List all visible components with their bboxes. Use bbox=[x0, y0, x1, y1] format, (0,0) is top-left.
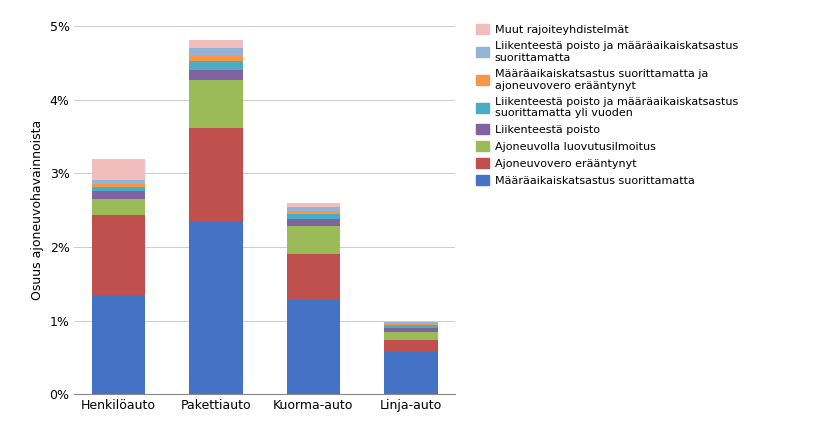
Bar bbox=[287, 254, 340, 300]
Bar bbox=[287, 203, 340, 207]
Bar bbox=[189, 55, 242, 61]
Bar bbox=[287, 207, 340, 211]
Bar bbox=[384, 352, 437, 394]
Bar bbox=[189, 48, 242, 55]
Bar bbox=[92, 159, 146, 180]
Bar bbox=[92, 184, 146, 187]
Bar bbox=[384, 340, 437, 352]
Bar bbox=[287, 226, 340, 254]
Bar bbox=[384, 332, 437, 340]
Bar bbox=[189, 80, 242, 128]
Bar bbox=[384, 321, 437, 322]
Bar bbox=[384, 325, 437, 328]
Bar bbox=[92, 180, 146, 184]
Bar bbox=[287, 300, 340, 394]
Bar bbox=[287, 211, 340, 214]
Bar bbox=[92, 199, 146, 215]
Bar bbox=[92, 215, 146, 295]
Bar bbox=[189, 61, 242, 71]
Bar bbox=[92, 295, 146, 394]
Bar bbox=[189, 40, 242, 48]
Bar bbox=[92, 187, 146, 191]
Bar bbox=[287, 219, 340, 226]
Bar bbox=[92, 191, 146, 199]
Bar bbox=[287, 214, 340, 219]
Legend: Muut rajoiteyhdistelmät, Liikenteestä poisto ja määräaikaiskatsastus
suorittamat: Muut rajoiteyhdistelmät, Liikenteestä po… bbox=[476, 25, 738, 186]
Bar bbox=[189, 128, 242, 221]
Bar bbox=[384, 324, 437, 325]
Bar bbox=[384, 322, 437, 324]
Bar bbox=[189, 221, 242, 394]
Y-axis label: Osuus ajoneuvohavainnoista: Osuus ajoneuvohavainnoista bbox=[31, 120, 44, 300]
Bar bbox=[189, 71, 242, 80]
Bar bbox=[384, 328, 437, 332]
